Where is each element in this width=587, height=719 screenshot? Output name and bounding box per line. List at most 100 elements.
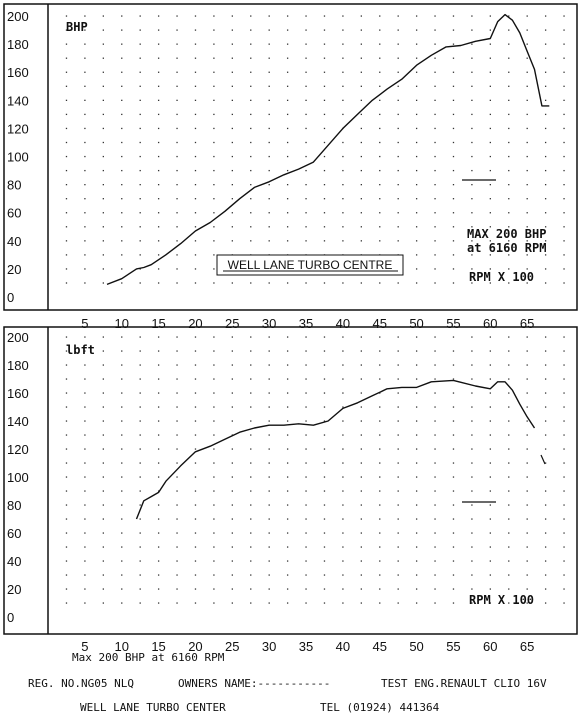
- grid-dot: [489, 392, 491, 394]
- grid-dot: [250, 420, 252, 422]
- grid-dot: [139, 127, 141, 130]
- grid-dot: [157, 504, 160, 506]
- grid-dot: [139, 240, 141, 242]
- grid-dot: [268, 212, 270, 214]
- grid-dot: [194, 29, 197, 31]
- grid-dot: [434, 546, 436, 548]
- grid-dot: [121, 364, 123, 366]
- grid-dot: [121, 392, 123, 394]
- grid-dot: [194, 448, 197, 450]
- grid-dot: [471, 462, 473, 464]
- grid-dot: [544, 268, 547, 270]
- grid-dot: [471, 476, 473, 478]
- y-tick-label: 60: [7, 206, 21, 221]
- grid-dot: [471, 99, 473, 101]
- grid-dot: [452, 434, 455, 436]
- grid-dot: [544, 282, 547, 284]
- grid-dot: [139, 184, 141, 186]
- grid-dot: [489, 99, 491, 101]
- grid-dot: [508, 406, 510, 408]
- grid-dot: [84, 43, 86, 45]
- grid-dot: [139, 226, 141, 228]
- grid-dot: [397, 71, 399, 73]
- footer-centre-name: WELL LANE TURBO CENTER: [80, 701, 226, 714]
- footer-test-engine: TEST ENG.RENAULT CLIO 16V: [381, 677, 547, 690]
- grid-dot: [342, 406, 344, 408]
- grid-dot: [544, 364, 547, 366]
- grid-dot: [305, 57, 307, 59]
- grid-dot: [397, 184, 399, 186]
- grid-dot: [415, 378, 418, 380]
- grid-dot: [176, 518, 178, 520]
- grid-dot: [471, 406, 473, 408]
- grid-dot: [342, 43, 344, 45]
- grid-dot: [84, 29, 86, 31]
- grid-dot: [268, 490, 270, 492]
- grid-dot: [84, 476, 86, 478]
- grid-dot: [121, 71, 123, 73]
- grid-dot: [121, 169, 123, 172]
- grid-dot: [231, 560, 233, 562]
- grid-dot: [434, 350, 436, 352]
- grid-dot: [194, 406, 197, 408]
- grid-dot: [176, 434, 178, 436]
- grid-dot: [434, 169, 436, 172]
- grid-dot: [489, 15, 491, 17]
- grid-dot: [489, 282, 491, 284]
- grid-dot: [360, 588, 362, 590]
- grid-dot: [65, 504, 68, 506]
- footer-telephone: TEL (01924) 441364: [320, 701, 440, 714]
- grid-dot: [563, 490, 565, 492]
- grid-dot: [157, 226, 160, 228]
- grid-dot: [526, 29, 528, 31]
- grid-dot: [65, 141, 68, 144]
- grid-dot: [157, 113, 160, 116]
- grid-dot: [250, 546, 252, 548]
- grid-dot: [489, 184, 491, 186]
- grid-dot: [471, 169, 473, 172]
- grid-dot: [139, 198, 141, 200]
- grid-dot: [102, 282, 104, 284]
- grid-dot: [268, 29, 270, 31]
- y-tick-label: 160: [7, 65, 29, 80]
- grid-dot: [194, 15, 197, 17]
- grid-dot: [157, 15, 160, 17]
- grid-dot: [323, 226, 326, 228]
- grid-dot: [452, 392, 455, 394]
- grid-dot: [452, 85, 455, 87]
- grid-dot: [231, 15, 233, 17]
- x-tick-label: 30: [262, 316, 276, 331]
- grid-dot: [84, 574, 86, 576]
- grid-dot: [360, 155, 362, 158]
- grid-dot: [194, 169, 197, 172]
- grid-dot: [415, 560, 418, 562]
- grid-dot: [452, 29, 455, 31]
- grid-dot: [489, 448, 491, 450]
- grid-dot: [544, 546, 547, 548]
- grid-dot: [121, 212, 123, 214]
- grid-dot: [323, 490, 326, 492]
- grid-dot: [563, 574, 565, 576]
- grid-dot: [397, 378, 399, 380]
- grid-dot: [526, 268, 528, 270]
- grid-dot: [526, 43, 528, 45]
- grid-dot: [231, 518, 233, 520]
- grid-dot: [342, 85, 344, 87]
- grid-dot: [397, 602, 399, 604]
- grid-dot: [268, 85, 270, 87]
- grid-dot: [563, 99, 565, 101]
- grid-dot: [508, 99, 510, 101]
- grid-dot: [286, 127, 289, 130]
- grid-dot: [360, 434, 362, 436]
- grid-dot: [360, 282, 362, 284]
- grid-dot: [434, 184, 436, 186]
- grid-dot: [194, 560, 197, 562]
- grid-dot: [84, 504, 86, 506]
- grid-dot: [176, 490, 178, 492]
- grid-dot: [157, 406, 160, 408]
- chart-panel-2: 0 20 40 60 80 100 120 140 160 180 200 5 10 15 20 25 30 35…: [3, 326, 578, 654]
- grid-dot: [323, 504, 326, 506]
- grid-dot: [526, 212, 528, 214]
- boxed-label-text: WELL LANE TURBO CENTRE: [228, 258, 393, 272]
- grid-dot: [544, 141, 547, 144]
